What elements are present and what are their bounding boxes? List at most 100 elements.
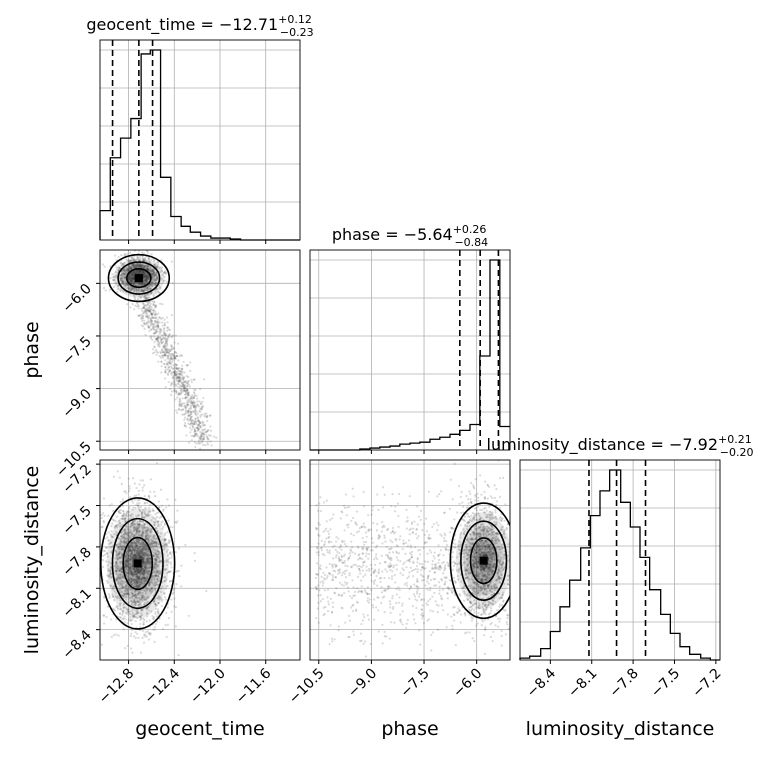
- scatter-point: [337, 569, 341, 572]
- scatter-point: [137, 552, 140, 556]
- scatter-point: [140, 549, 143, 553]
- scatter-point: [164, 354, 167, 357]
- scatter-point: [151, 348, 155, 351]
- scatter-point: [166, 360, 169, 364]
- scatter-point: [132, 270, 135, 273]
- scatter-point: [126, 557, 129, 561]
- scatter-point: [179, 389, 182, 392]
- scatter-point: [160, 360, 163, 364]
- scatter-point: [132, 277, 135, 280]
- scatter-point: [205, 434, 208, 437]
- scatter-point: [110, 541, 113, 544]
- scatter-point: [117, 580, 120, 583]
- scatter-point: [189, 399, 192, 403]
- scatter-point: [166, 356, 170, 359]
- scatter-point: [143, 543, 146, 546]
- scatter-point: [140, 557, 143, 560]
- scatter-point: [319, 567, 322, 571]
- scatter-point: [447, 587, 450, 590]
- scatter-point: [172, 374, 175, 377]
- scatter-point: [142, 515, 145, 519]
- scatter-point: [476, 545, 479, 548]
- scatter-point: [129, 563, 132, 567]
- scatter-point: [141, 596, 144, 599]
- scatter-point: [378, 577, 382, 580]
- scatter-point: [123, 528, 127, 531]
- scatter-point: [137, 577, 140, 580]
- scatter-point: [125, 536, 128, 539]
- scatter-point: [142, 295, 145, 298]
- scatter-point: [493, 484, 496, 487]
- scatter-point: [134, 270, 137, 273]
- scatter-point: [141, 289, 144, 292]
- scatter-point: [493, 584, 496, 587]
- scatter-point: [141, 294, 144, 297]
- scatter-point: [132, 522, 135, 525]
- scatter-point: [153, 575, 156, 578]
- scatter-point: [134, 615, 137, 618]
- scatter-point: [126, 560, 129, 564]
- scatter-point: [150, 291, 153, 295]
- scatter-point: [128, 545, 131, 549]
- scatter-point: [132, 266, 136, 269]
- scatter-point: [134, 631, 137, 634]
- scatter-point: [137, 314, 140, 317]
- scatter-point: [124, 570, 127, 573]
- scatter-point: [130, 266, 133, 269]
- scatter-point: [151, 545, 155, 549]
- scatter-point: [120, 567, 123, 571]
- scatter-point: [190, 428, 193, 431]
- scatter-point: [168, 352, 171, 355]
- scatter-point: [492, 536, 495, 539]
- scatter-point: [169, 357, 172, 361]
- scatter-point: [144, 526, 147, 529]
- scatter-point: [125, 558, 128, 561]
- scatter-point: [112, 278, 115, 282]
- scatter-point: [128, 528, 131, 532]
- scatter-point: [131, 258, 135, 261]
- scatter-point: [125, 266, 128, 270]
- scatter-point: [158, 345, 161, 348]
- scatter-point: [142, 311, 145, 314]
- scatter-point: [117, 553, 120, 556]
- scatter-point: [154, 587, 157, 590]
- scatter-point: [205, 416, 209, 419]
- scatter-point: [120, 254, 123, 257]
- scatter-point: [144, 312, 147, 315]
- scatter-point: [142, 552, 145, 555]
- scatter-point: [169, 570, 172, 573]
- scatter-point: [138, 272, 141, 275]
- scatter-point: [158, 573, 161, 576]
- scatter-point: [138, 553, 141, 557]
- scatter-point: [140, 270, 143, 273]
- scatter-point: [153, 269, 156, 273]
- scatter-point: [125, 593, 129, 596]
- scatter-point: [142, 560, 145, 563]
- scatter-point: [133, 594, 136, 597]
- scatter-point: [488, 573, 491, 576]
- scatter-point: [173, 387, 176, 391]
- scatter-point: [148, 543, 151, 546]
- scatter-point: [128, 548, 132, 551]
- scatter-point: [464, 524, 467, 527]
- scatter-point: [182, 388, 185, 391]
- scatter-point: [127, 545, 130, 548]
- scatter-point: [202, 443, 205, 447]
- scatter-point: [144, 333, 147, 337]
- scatter-point: [144, 552, 147, 555]
- scatter-point: [196, 416, 199, 419]
- scatter-point: [137, 576, 141, 579]
- scatter-point: [142, 259, 145, 262]
- scatter-point: [147, 257, 150, 260]
- scatter-point: [155, 553, 158, 556]
- scatter-point: [142, 270, 145, 273]
- scatter-point: [131, 543, 134, 546]
- scatter-point: [156, 324, 160, 327]
- scatter-point: [104, 289, 107, 292]
- scatter-point: [130, 267, 133, 270]
- scatter-point: [146, 630, 149, 633]
- scatter-point: [150, 542, 153, 545]
- scatter-point: [491, 511, 494, 514]
- scatter-point: [120, 570, 124, 573]
- scatter-point: [139, 550, 142, 553]
